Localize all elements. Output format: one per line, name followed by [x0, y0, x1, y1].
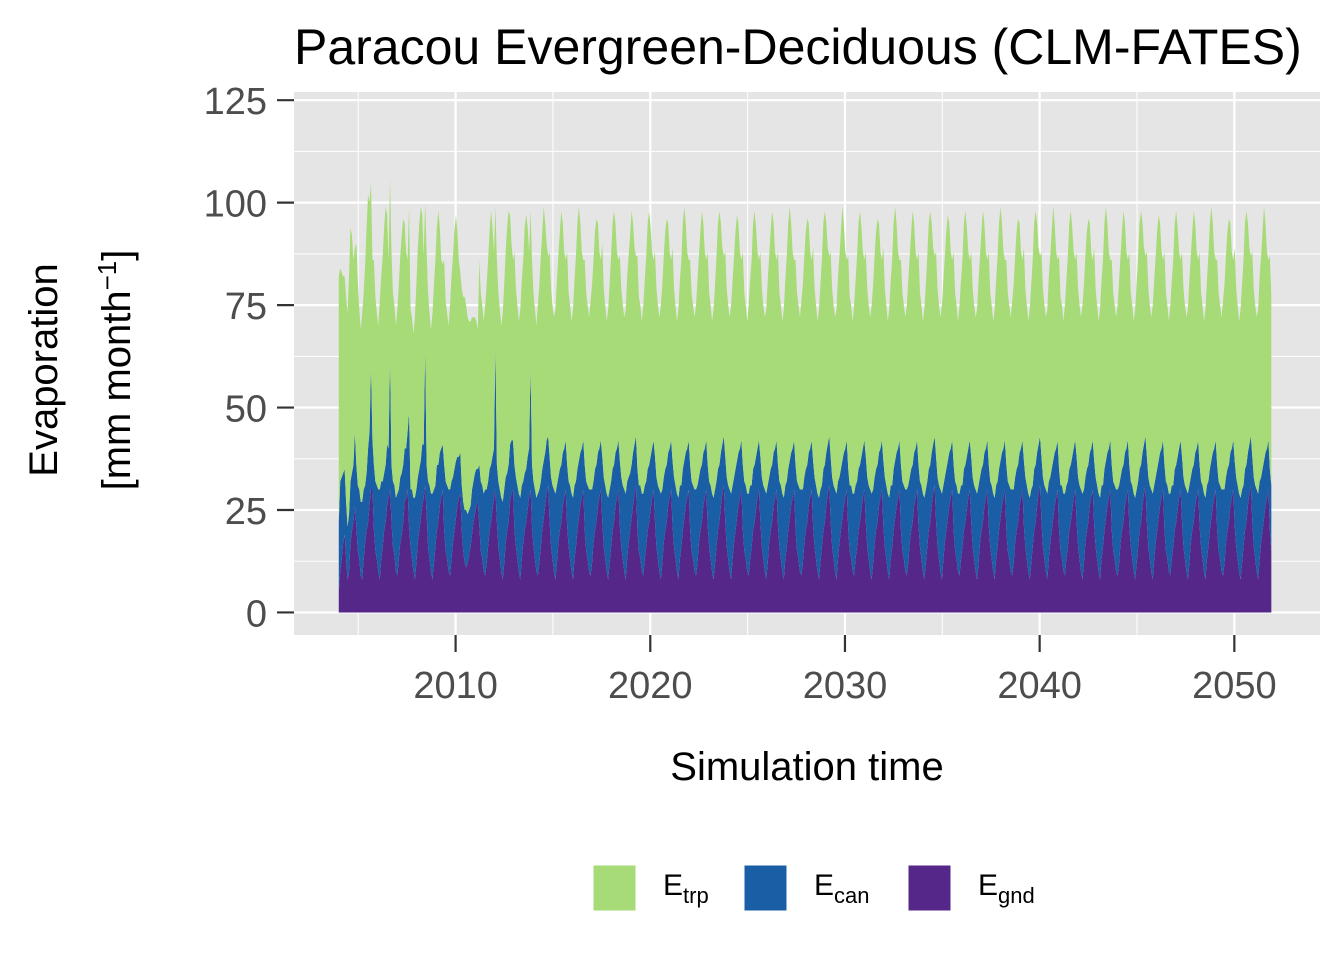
y-tick-label: 125 — [204, 81, 267, 123]
legend-label-main: E — [978, 869, 998, 902]
legend-label-can: Ecan — [814, 869, 870, 908]
legend-label-subscript: can — [834, 883, 869, 908]
x-tick-label: 2040 — [997, 665, 1082, 707]
area-gnd — [338, 485, 1272, 613]
y-axis: 0 25 50 75 100 125 — [204, 81, 294, 635]
y-axis-title-unit: [mm month — [95, 290, 139, 490]
y-axis-title-line1: Evaporation — [22, 263, 66, 476]
y-tick-label: 25 — [225, 491, 267, 533]
legend-label-main: E — [663, 869, 683, 902]
y-tick-label: 50 — [225, 389, 267, 431]
y-tick-label: 0 — [246, 593, 267, 635]
legend-key-trp — [592, 864, 637, 912]
stacked-areas — [338, 178, 1272, 613]
x-tick-label: 2050 — [1192, 665, 1277, 707]
legend: Etrp Ecan Egnd — [592, 864, 1035, 912]
y-axis-title-unit-exponent: −1 — [92, 261, 122, 291]
area-trp — [338, 178, 1272, 527]
x-tick-label: 2030 — [803, 665, 888, 707]
legend-label-main: E — [814, 869, 834, 902]
legend-key-gnd — [907, 864, 952, 912]
legend-key-can — [743, 864, 788, 912]
x-tick-label: 2020 — [608, 665, 693, 707]
x-axis-title: Simulation time — [670, 745, 943, 789]
y-axis-title-unit-close: ] — [95, 250, 139, 261]
area-can — [338, 346, 1272, 592]
y-tick-label: 75 — [225, 286, 267, 328]
x-axis: 2010 2020 2030 2040 2050 — [413, 635, 1277, 707]
legend-label-gnd: Egnd — [978, 869, 1035, 908]
legend-label-subscript: gnd — [998, 883, 1035, 908]
legend-label-subscript: trp — [683, 883, 709, 908]
chart-title: Paracou Evergreen-Deciduous (CLM-FATES) — [294, 19, 1302, 75]
y-axis-title-line2: [mm month−1] — [92, 250, 139, 491]
legend-label-trp: Etrp — [663, 869, 709, 908]
x-tick-label: 2010 — [413, 665, 498, 707]
y-tick-label: 100 — [204, 184, 267, 226]
